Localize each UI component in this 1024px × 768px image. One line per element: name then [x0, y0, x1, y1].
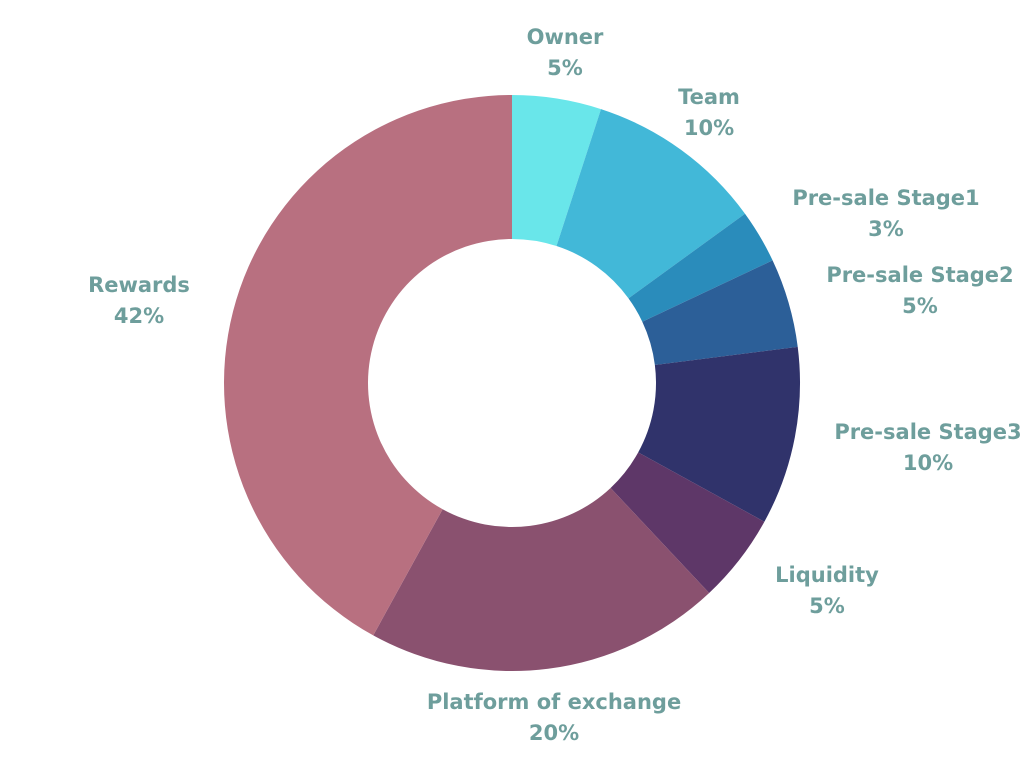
slice-pre-sale-stage1 — [628, 213, 773, 322]
label-rewards-name: Rewards — [88, 273, 190, 297]
label-presale1-value: 3% — [868, 217, 904, 241]
label-liquidity-name: Liquidity — [775, 563, 879, 587]
donut-slices — [223, 95, 800, 671]
slice-team — [556, 109, 745, 299]
label-team-name: Team — [678, 85, 740, 109]
label-owner-name: Owner — [527, 25, 604, 49]
slice-rewards — [223, 95, 512, 636]
slice-pre-sale-stage3 — [638, 346, 800, 522]
slice-liquidity — [610, 452, 765, 593]
label-presale2-value: 5% — [902, 294, 938, 318]
label-platform-value: 20% — [529, 721, 579, 745]
label-platform-name: Platform of exchange — [427, 690, 681, 714]
label-presale3-value: 10% — [903, 451, 953, 475]
label-rewards-value: 42% — [114, 304, 164, 328]
slice-owner — [512, 95, 601, 247]
slice-platform-of-exchange — [373, 487, 710, 671]
label-presale3-name: Pre-sale Stage3 — [834, 420, 1021, 444]
label-presale2-name: Pre-sale Stage2 — [826, 263, 1013, 287]
label-liquidity-value: 5% — [809, 594, 845, 618]
label-owner-value: 5% — [547, 56, 583, 80]
label-presale1-name: Pre-sale Stage1 — [792, 186, 979, 210]
slice-pre-sale-stage2 — [642, 260, 798, 365]
slice-labels: Owner 5% Team 10% Pre-sale Stage1 3% Pre… — [88, 25, 1022, 745]
label-team-value: 10% — [684, 116, 734, 140]
